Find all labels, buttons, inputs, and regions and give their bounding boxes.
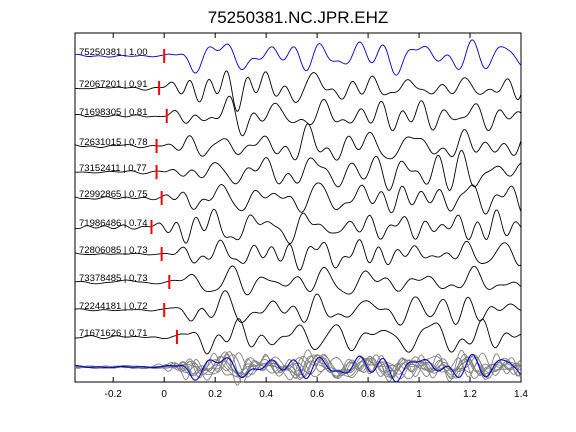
x-tick-label-6: 1 [416,389,422,400]
x-tick-label-7: 1.2 [463,389,477,400]
trace-label-9: 72244181 | 0.72 [79,301,148,312]
trace-label-0: 75250381 | 1.00 [79,47,148,58]
trace-line-8 [74,265,522,296]
stack-line-reference [75,353,522,383]
trace-line-0 [74,39,522,76]
x-tick-label-2: 0.2 [208,389,222,400]
trace-line-2 [74,95,522,137]
x-tick-label-1: 0 [161,389,167,400]
x-axis: -0.2 0 0.2 0.4 0.6 0.8 1 1.2 1.4 [105,33,528,400]
chart-title: 75250381.NC.JPR.EHZ [207,8,389,27]
trace-label-6: 71986486 | 0.74 [79,218,148,229]
trace-label-7: 72806085 | 0.73 [79,245,148,256]
trace-line-4 [75,150,522,192]
trace-label-1: 72067201 | 0.91 [79,79,148,90]
plot-frame [74,32,522,383]
trace-line-10 [75,318,522,355]
trace-label-3: 72631015 | 0.78 [79,137,148,148]
x-tick-label-8: 1.4 [514,389,528,400]
trace-line-7 [74,239,522,271]
trace-line-9 [74,290,522,326]
picks-group [150,49,178,344]
stacked-traces [74,349,522,386]
trace-line-1 [74,70,522,112]
x-tick-label-5: 0.8 [361,389,375,400]
trace-labels: 75250381 | 1.00 72067201 | 0.91 71698305 |… [79,47,148,339]
trace-line-6 [74,208,522,245]
trace-label-10: 71671626 | 0.71 [79,328,148,339]
trace-label-5: 72992865 | 0.75 [79,189,148,200]
trace-label-4: 73152411 | 0.77 [79,163,147,174]
trace-label-2: 71698305 | 0.81 [79,107,148,118]
x-tick-label-4: 0.6 [310,389,324,400]
x-tick-label-3: 0.4 [259,389,273,400]
x-tick-label-0: -0.2 [105,389,123,400]
trace-line-3 [74,123,522,161]
trace-line-5 [74,182,522,215]
trace-label-8: 73378485 | 0.73 [79,273,148,284]
traces-group [74,39,522,355]
